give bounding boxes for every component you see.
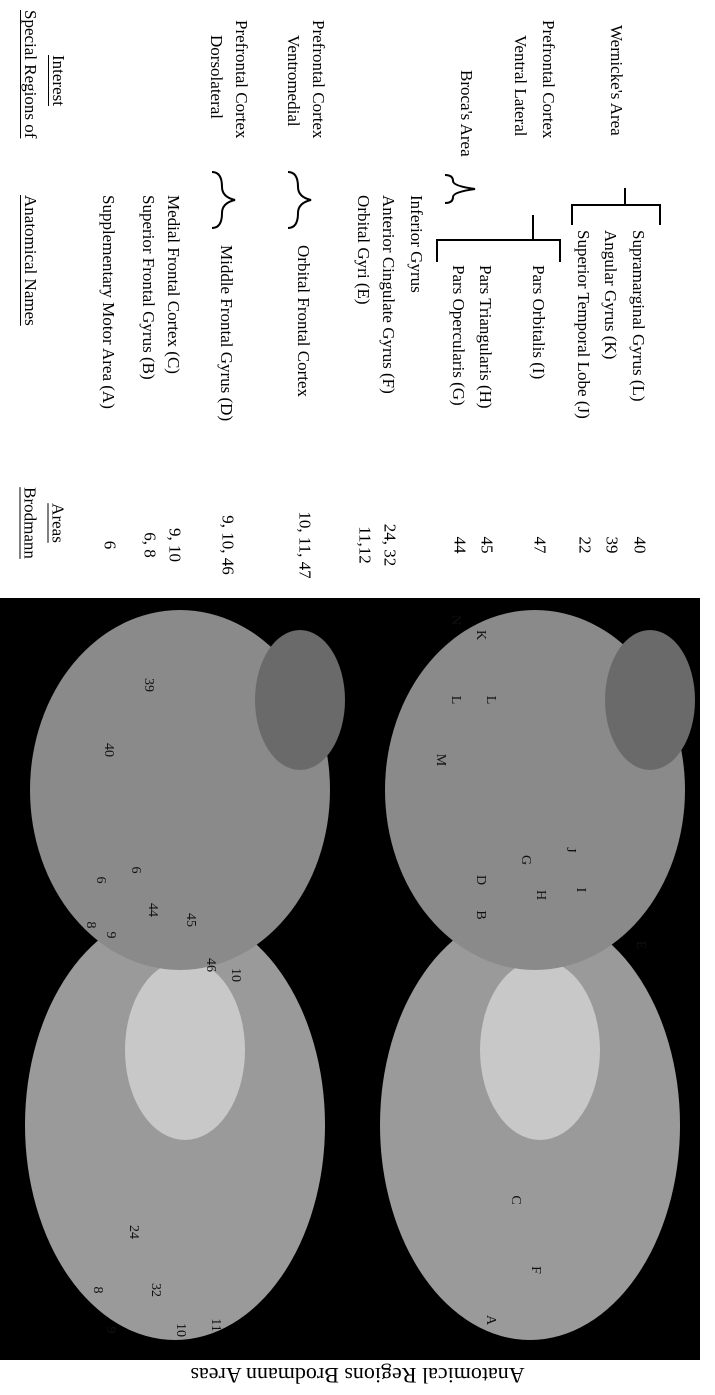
areas: 10, 11, 47 — [295, 511, 315, 579]
brace — [211, 171, 236, 229]
name: Superior Temporal Lobe (J) — [574, 230, 593, 419]
brain-label: 40 — [101, 743, 116, 757]
brain-label: 45 — [183, 913, 198, 927]
brain-label: 46 — [203, 958, 218, 972]
name: Pars Orbitalis (I) — [529, 265, 548, 380]
brain-label: 6 — [93, 876, 108, 884]
name: Supramarginal Gyrus (L) — [629, 230, 648, 402]
name: Pars Triangularis (H) — [476, 265, 495, 409]
name: Anterior Cingulate Gyrus (F) — [379, 195, 398, 394]
brain-label: I — [573, 887, 588, 893]
region: Prefrontal Cortex — [539, 20, 558, 139]
brain-label: B — [473, 910, 488, 920]
region: Broca's Area — [457, 70, 476, 157]
name: Superior Frontal Gyrus (B) — [139, 195, 158, 380]
name: Supplementary Motor Area (A) — [99, 195, 118, 409]
name: Medial Frontal Cortex (C) — [164, 195, 183, 374]
areas: 47 — [530, 536, 550, 554]
brain-label: 8 — [83, 921, 98, 929]
brain-label: 44 — [145, 903, 160, 917]
brain-label: F — [528, 1266, 543, 1274]
name: Orbital Gyri (E) — [354, 195, 373, 305]
region: Ventral Lateral — [511, 35, 530, 137]
brain-label: G — [518, 854, 533, 866]
brain-label: N — [448, 614, 463, 626]
brain-label: 39 — [141, 678, 156, 692]
bracket — [436, 215, 561, 262]
areas: 9, 10, 46 — [218, 515, 238, 575]
header-names: Anatomical Names — [21, 195, 40, 326]
header-special: Special Regions of — [21, 10, 40, 139]
areas: 6 — [100, 540, 120, 550]
brain-label: 10 — [228, 968, 243, 982]
brain-images — [25, 610, 695, 1340]
header-brodmann: Brodmann — [20, 487, 40, 559]
brain-label: 11 — [208, 1318, 223, 1332]
brain-label: 24 — [126, 1225, 141, 1239]
header-special: Interest — [49, 55, 68, 106]
areas: 9, 10 — [165, 528, 185, 562]
bracket — [571, 188, 661, 225]
brain-label: C — [508, 1195, 523, 1205]
brace — [444, 174, 476, 204]
brain-label: H — [533, 889, 548, 901]
region: Ventromedial — [284, 35, 303, 127]
header-brodmann: Areas — [48, 503, 68, 543]
brain-label: E — [633, 940, 648, 950]
brain-label: J — [563, 847, 578, 853]
areas: 24, 32 — [380, 523, 400, 567]
brain-label: M — [433, 753, 448, 767]
brain-label: 10 — [173, 1323, 188, 1337]
region: Prefrontal Cortex — [309, 20, 328, 139]
brain-label: 8 — [90, 1286, 105, 1294]
brain-label: 9 — [103, 1326, 118, 1334]
areas: 6, 8 — [140, 532, 160, 558]
brain-label: 32 — [148, 1283, 163, 1297]
areas: 11,12 — [355, 526, 375, 564]
areas: 22 — [575, 536, 595, 554]
brain-label: A — [483, 1314, 498, 1326]
region: Wernicke's Area — [607, 25, 626, 136]
name: Orbital Frontal Cortex — [294, 245, 313, 398]
region: Dorsolateral — [207, 35, 226, 120]
name: Middle Frontal Gyrus (D) — [217, 245, 236, 422]
areas: 44 — [450, 536, 470, 554]
brain-label: L — [483, 695, 498, 705]
areas: 45 — [477, 536, 497, 554]
brace — [287, 171, 312, 229]
areas: 39 — [602, 536, 622, 554]
caption: Anatomical Regions Brodmann Areas — [190, 1363, 525, 1388]
region: Prefrontal Cortex — [232, 20, 251, 139]
areas: 40 — [630, 536, 650, 554]
brain-label: K — [473, 629, 488, 641]
name: Inferior Gyrus — [407, 195, 426, 293]
brain-label: 6 — [128, 866, 143, 874]
brain-label: L — [448, 695, 463, 705]
brain-label: 9 — [103, 931, 118, 939]
name: Angular Gyrus (K) — [601, 230, 620, 360]
name: Pars Opercularis (G) — [449, 265, 468, 406]
brain-label: D — [473, 874, 488, 886]
